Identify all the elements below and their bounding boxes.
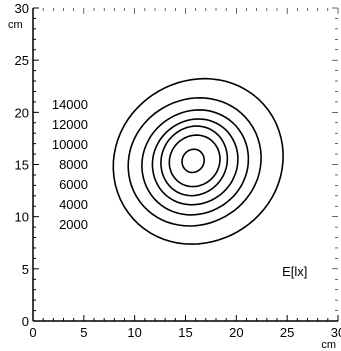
y-tick-label: 15 <box>15 158 29 173</box>
x-tick-label: 5 <box>80 325 87 340</box>
contour-6000 <box>141 109 250 216</box>
contour-4000 <box>127 96 262 227</box>
y-tick-label: 20 <box>15 105 29 120</box>
y-tick-label: 30 <box>15 1 29 16</box>
contour-8000 <box>151 118 239 206</box>
level-label-8000: 8000 <box>59 157 88 172</box>
level-label-6000: 6000 <box>59 177 88 192</box>
y-tick-label: 0 <box>22 314 29 329</box>
level-label-10000: 10000 <box>52 137 88 152</box>
level-labels: 14000 12000 10000 8000 6000 4000 2000 <box>52 97 88 232</box>
contour-2000 <box>112 77 284 245</box>
contour-lines <box>112 77 284 245</box>
level-label-14000: 14000 <box>52 97 88 112</box>
x-tick-label: 15 <box>178 325 192 340</box>
x-tick-label: 0 <box>29 325 36 340</box>
y-unit-label: cm <box>8 19 23 31</box>
quantity-label: E[lx] <box>282 264 307 279</box>
contour-14000 <box>181 148 205 174</box>
contour-10000 <box>160 125 229 197</box>
y-tick-label: 25 <box>15 53 29 68</box>
y-tick-label: 10 <box>15 210 29 225</box>
level-label-2000: 2000 <box>59 217 88 232</box>
level-label-12000: 12000 <box>52 117 88 132</box>
x-tick-label: 10 <box>127 325 141 340</box>
contour-12000 <box>168 134 221 188</box>
tick-labels: 0 5 10 15 20 25 30 0 5 10 15 20 25 30 <box>15 1 341 340</box>
axis-ticks <box>32 7 339 322</box>
x-tick-label: 20 <box>229 325 243 340</box>
y-tick-label: 5 <box>22 262 29 277</box>
x-unit-label: cm <box>321 339 336 351</box>
x-tick-label: 30 <box>331 325 341 340</box>
x-tick-label: 25 <box>280 325 294 340</box>
level-label-4000: 4000 <box>59 197 88 212</box>
